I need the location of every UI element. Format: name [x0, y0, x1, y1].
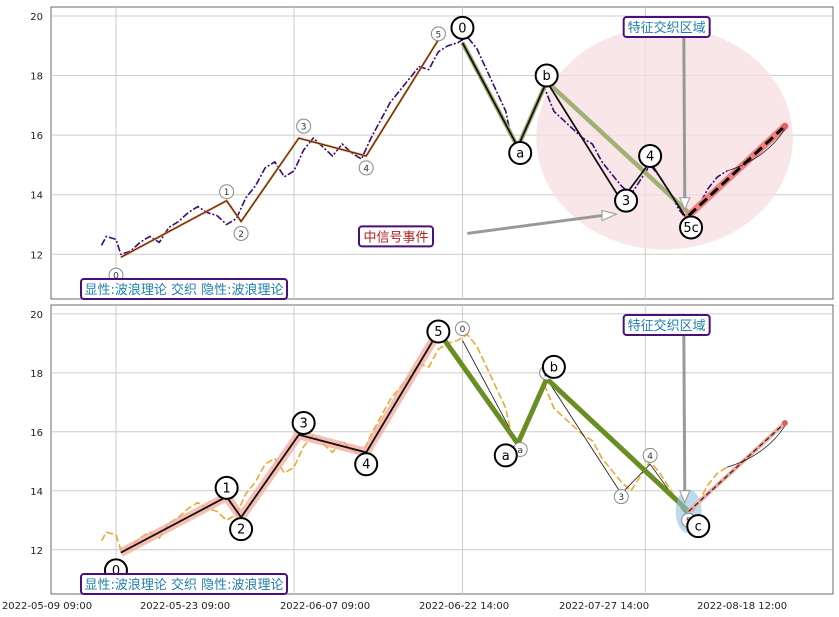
wave-label-big: 2 — [237, 523, 245, 538]
wave-label-big: 4 — [646, 149, 654, 164]
wave-label-big-circle — [354, 452, 379, 477]
status-label: 显性:波浪理论 交织 隐性:波浪理论 — [84, 577, 283, 593]
wave-label-small-circle — [219, 184, 235, 200]
wave-label-small: 3 — [301, 123, 307, 133]
wave-label-big-circle — [614, 188, 639, 213]
arrow-down-shaft — [682, 334, 687, 491]
y-tick-label: 20 — [30, 12, 43, 23]
correction-wave-black — [461, 42, 690, 222]
wave-label-small-circle — [233, 225, 249, 241]
wave-label-big: 3 — [300, 416, 308, 431]
wave-label-big-circle — [426, 319, 451, 344]
projection-line — [688, 422, 786, 512]
y-tick-label: 12 — [30, 546, 43, 557]
wave-label-big-circle — [229, 517, 254, 542]
x-tick-label: 2022-06-07 09:00 — [280, 601, 370, 612]
wave-label-big: 3 — [622, 194, 630, 209]
impulse-wave-line — [120, 331, 440, 554]
feature-zone-label: 特征交织区域 — [628, 20, 706, 36]
wave-label-small: 4 — [647, 452, 653, 462]
feature-zone-label: 特征交织区域 — [628, 318, 706, 334]
wave-label-big: c — [695, 520, 702, 535]
wave-label-small: 0 — [460, 325, 466, 335]
wave-label-big-circle — [638, 143, 663, 168]
wave-label-big-circle — [534, 63, 559, 88]
arrow-down-head — [679, 197, 691, 211]
bottom-panel: 12141618200ab345012345abc特征交织区域显性:波浪理论 交… — [30, 304, 834, 595]
projection-arc — [727, 425, 786, 468]
wave-label-big-circle — [493, 443, 518, 468]
x-tick-label: 2022-05-09 09:00 — [2, 601, 92, 612]
wave-label-small: 2 — [238, 230, 244, 240]
feature-zone-box — [622, 16, 711, 38]
wave-label-small-circle — [358, 160, 374, 176]
wave-label-small-circle — [642, 447, 658, 463]
projection-arc — [727, 128, 786, 172]
x-tick-label: 2022-08-18 12:00 — [697, 601, 787, 612]
x-axis: 2022-05-09 09:00 2022-05-23 09:00 2022-06-… — [2, 601, 787, 612]
wave-label-big: 1 — [223, 481, 231, 496]
impulse-trend-core — [120, 39, 439, 258]
status-box — [80, 278, 288, 300]
y-tick-label: 18 — [30, 369, 43, 380]
wave-label-big: 0 — [458, 21, 466, 36]
y-tick-label: 20 — [30, 310, 43, 321]
status-box — [80, 573, 288, 595]
wave-label-small: 1 — [224, 188, 230, 198]
wave-label-big-circle — [214, 475, 239, 500]
arrow-down-shaft — [682, 36, 687, 198]
y-tick-label: 18 — [30, 72, 43, 83]
x-tick-label: 2022-05-23 09:00 — [140, 601, 230, 612]
wave-label-big: b — [550, 360, 558, 375]
mid-signal-box — [357, 225, 434, 248]
wave-label-big: 4 — [362, 458, 370, 473]
wave-label-small-circle — [454, 321, 470, 337]
y-tick-label: 16 — [30, 428, 43, 439]
wave-label-small: 3 — [618, 493, 624, 503]
y-tick-label: 12 — [30, 250, 43, 261]
wave-label-big: 5 — [434, 325, 442, 340]
y-tick-label: 16 — [30, 131, 43, 142]
x-tick-label: 2022-06-22 14:00 — [419, 601, 509, 612]
correction-wave-green — [436, 330, 691, 514]
projection-end-marker — [781, 419, 788, 426]
mid-signal-label: 中信号事件 — [363, 230, 428, 245]
wave-label-small: 4 — [363, 164, 369, 174]
wave-label-big-circle — [679, 215, 704, 240]
wave-label-big-circle — [450, 15, 475, 40]
wave-label-big-circle — [291, 410, 316, 435]
y-tick-label: 14 — [30, 191, 43, 202]
wave-label-small-circle — [613, 489, 629, 505]
wave-label-small-circle — [296, 118, 312, 134]
x-tick-label: 2022-07-27 14:00 — [559, 601, 649, 612]
y-tick-label: 14 — [30, 487, 43, 498]
arrow-down-head — [679, 490, 691, 504]
wave-label-small: 5 — [436, 30, 442, 40]
price-line — [100, 35, 728, 256]
wave-label-small: a — [517, 446, 523, 456]
plot-area — [50, 304, 834, 595]
feature-zone-box — [622, 314, 711, 336]
wave-label-big-circle — [541, 354, 566, 379]
wave-label-big-circle — [686, 514, 711, 539]
arrow-right-shaft — [467, 214, 603, 235]
wave-label-big: a — [502, 449, 510, 464]
wave-label-big: 5c — [683, 221, 698, 236]
wave-label-big: b — [543, 69, 551, 84]
arrow-right-head — [601, 209, 618, 222]
projection-line — [687, 125, 786, 217]
status-label: 显性:波浪理论 交织 隐性:波浪理论 — [84, 282, 283, 298]
wave-label-big-circle — [508, 141, 533, 165]
projection-end-marker — [781, 123, 788, 130]
wave-label-big: a — [516, 147, 524, 162]
feature-zone-ellipse — [536, 26, 793, 250]
wave-label-small-circle — [430, 26, 446, 42]
wave-label-big: 0 — [112, 564, 120, 579]
wave-label-small: 0 — [113, 272, 119, 282]
